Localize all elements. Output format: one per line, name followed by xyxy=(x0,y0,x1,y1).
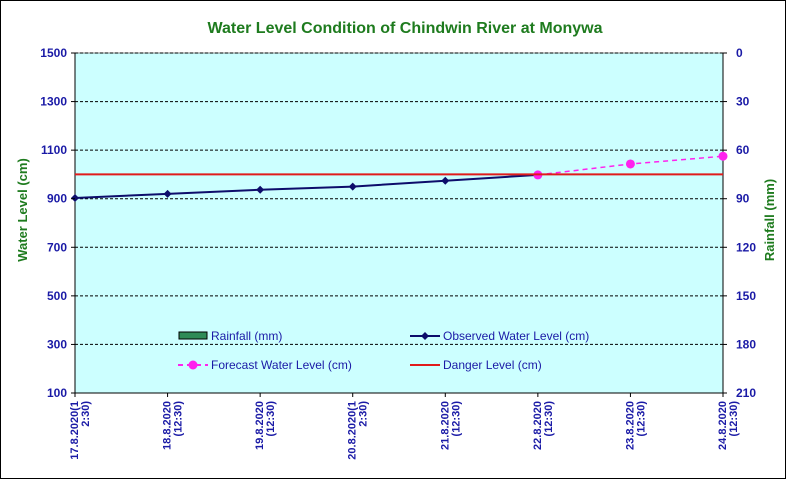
left-tick-label: 1300 xyxy=(40,95,67,109)
left-tick-label: 1500 xyxy=(40,46,67,60)
x-tick-label: 18.8.2020(12:30) xyxy=(162,401,185,450)
x-tick-label: 17.8.2020(12:30) xyxy=(69,401,92,460)
right-tick-label: 60 xyxy=(736,143,750,157)
chart-title: Water Level Condition of Chindwin River … xyxy=(208,20,603,37)
left-tick-label: 300 xyxy=(47,337,67,351)
left-tick-label: 700 xyxy=(47,240,67,254)
right-tick-label: 120 xyxy=(736,240,756,254)
right-axis-title: Rainfall (mm) xyxy=(762,179,777,261)
right-tick-label: 150 xyxy=(736,289,756,303)
observed-point xyxy=(163,189,172,198)
x-tick-label: 20.8.2020(12:30) xyxy=(347,401,370,460)
left-tick-label: 1100 xyxy=(41,143,67,157)
right-tick-label: 0 xyxy=(736,46,743,60)
right-tick-label: 30 xyxy=(736,95,750,109)
axes xyxy=(74,53,724,394)
legend-label: Observed Water Level (cm) xyxy=(443,329,589,343)
right-axis-ticks: 210 180 150 120 90 60 30 0 xyxy=(723,46,756,400)
legend-marker xyxy=(421,332,429,340)
observed-point xyxy=(348,182,357,191)
legend-item: Rainfall (mm) xyxy=(178,329,282,343)
left-tick-label: 100 xyxy=(47,386,67,400)
legend-item: Observed Water Level (cm) xyxy=(410,329,589,343)
left-tick-label: 500 xyxy=(47,289,67,303)
left-tick-label: 900 xyxy=(47,192,67,206)
x-tick-label: 23.8.2020(12:30) xyxy=(624,401,647,450)
legend: Rainfall (mm) Observed Water Level (cm) Fo… xyxy=(178,329,589,372)
right-tick-label: 90 xyxy=(736,192,750,206)
observed-point xyxy=(71,193,79,202)
left-axis-ticks: 100 300 500 700 900 1100 1300 1500 xyxy=(40,46,75,400)
legend-marker xyxy=(188,360,198,370)
forecast-point xyxy=(625,159,635,169)
legend-label: Rainfall (mm) xyxy=(211,329,282,343)
gridlines xyxy=(75,52,723,345)
legend-swatch xyxy=(178,331,208,340)
x-tick-label: 19.8.2020(12:30) xyxy=(254,401,277,450)
series-layer xyxy=(71,151,728,202)
right-tick-label: 210 xyxy=(736,386,756,400)
legend-item: Forecast Water Level (cm) xyxy=(178,358,352,372)
forecast-point xyxy=(718,151,728,161)
x-tick-label: 24.8.2020(12:30) xyxy=(717,401,740,450)
legend-item: Danger Level (cm) xyxy=(410,358,542,372)
observed-point xyxy=(441,176,450,185)
right-tick-label: 180 xyxy=(736,337,756,351)
x-tick-label: 22.8.2020(12:30) xyxy=(532,401,555,450)
observed-water-level-cm-line xyxy=(74,173,538,199)
x-tick-label: 21.8.2020(12:30) xyxy=(439,401,462,450)
plot-area xyxy=(74,52,724,394)
observed-point xyxy=(256,185,265,194)
x-axis-ticks: 17.8.2020(12:30) 18.8.2020(12:30) 19.8.202… xyxy=(69,393,740,460)
legend-label: Forecast Water Level (cm) xyxy=(211,358,352,372)
left-axis-title: Water Level (cm) xyxy=(15,158,30,262)
legend-label: Danger Level (cm) xyxy=(443,358,542,372)
